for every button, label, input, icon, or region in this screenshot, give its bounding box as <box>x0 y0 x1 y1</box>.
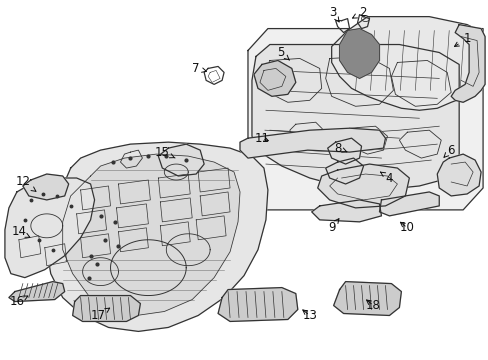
Polygon shape <box>47 142 267 332</box>
Polygon shape <box>379 192 438 216</box>
Polygon shape <box>247 28 482 210</box>
Polygon shape <box>253 60 295 96</box>
Text: 13: 13 <box>302 309 317 322</box>
Text: 8: 8 <box>333 141 346 155</box>
Text: 9: 9 <box>327 219 338 234</box>
Text: 14: 14 <box>11 225 30 238</box>
Polygon shape <box>450 24 484 102</box>
Text: 11: 11 <box>254 132 269 145</box>
Text: 3: 3 <box>328 6 339 22</box>
Polygon shape <box>317 164 408 208</box>
Text: 7: 7 <box>192 62 206 75</box>
Polygon shape <box>73 296 140 321</box>
Text: 6: 6 <box>443 144 454 157</box>
Text: 17: 17 <box>91 308 109 322</box>
Polygon shape <box>9 282 64 302</box>
Polygon shape <box>251 45 458 190</box>
Polygon shape <box>327 138 361 164</box>
Polygon shape <box>23 174 68 200</box>
Polygon shape <box>339 28 379 78</box>
Polygon shape <box>158 144 203 176</box>
Text: 5: 5 <box>277 46 289 60</box>
Text: 1: 1 <box>453 32 470 46</box>
Polygon shape <box>436 154 480 196</box>
Text: 15: 15 <box>155 145 175 159</box>
Text: 2: 2 <box>352 6 366 19</box>
Text: 12: 12 <box>15 175 36 192</box>
Polygon shape <box>218 288 297 321</box>
Polygon shape <box>5 178 94 278</box>
Polygon shape <box>333 282 401 315</box>
Polygon shape <box>311 200 381 222</box>
Polygon shape <box>325 158 363 184</box>
Polygon shape <box>62 154 240 315</box>
Text: 16: 16 <box>9 295 28 308</box>
Polygon shape <box>240 128 385 158</box>
Text: 18: 18 <box>366 299 380 312</box>
Text: 4: 4 <box>380 171 392 185</box>
Polygon shape <box>331 17 482 110</box>
Text: 10: 10 <box>399 221 414 234</box>
